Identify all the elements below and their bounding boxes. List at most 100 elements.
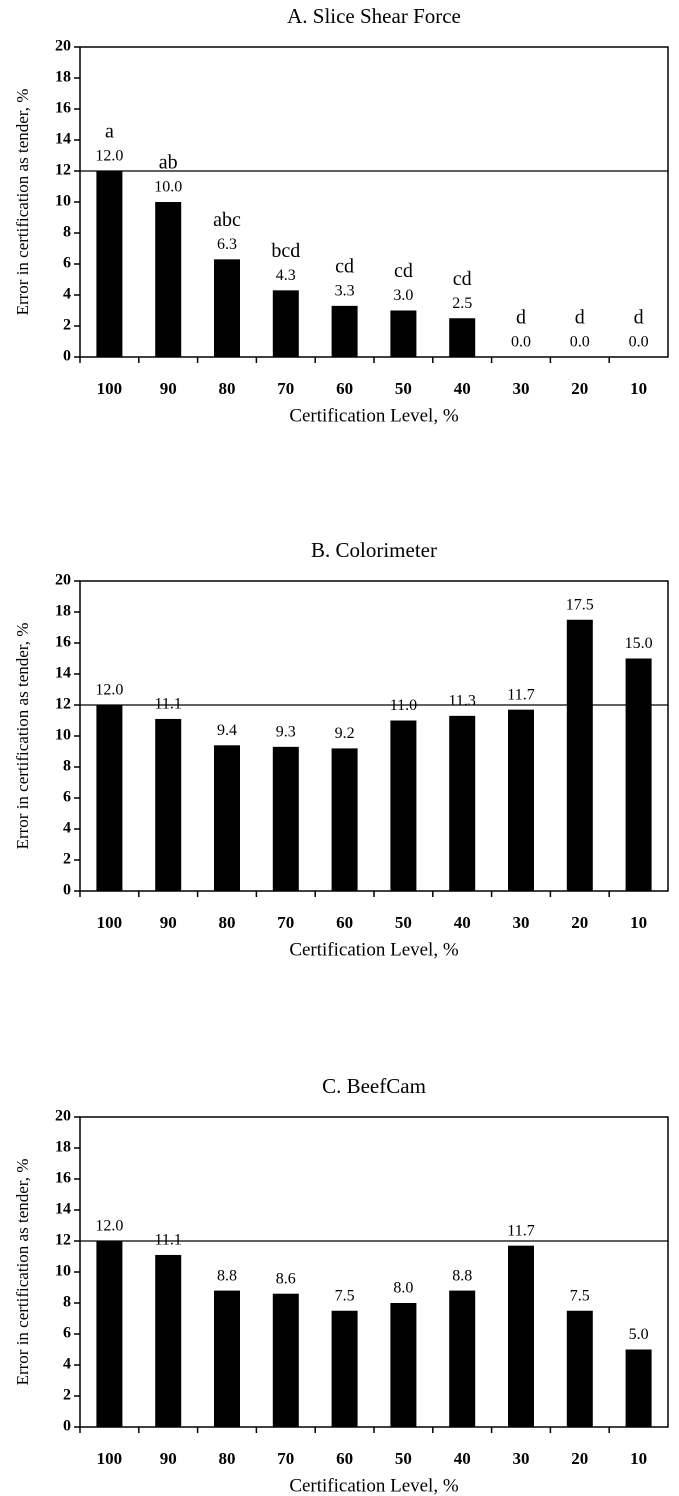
- x-tick-label: 60: [336, 1449, 353, 1468]
- y-tick-label: 12: [55, 696, 71, 713]
- value-label: 2.5: [452, 295, 472, 312]
- bar: [566, 1310, 593, 1427]
- x-tick-label: 30: [513, 379, 530, 398]
- value-label: 0.0: [570, 334, 590, 351]
- y-tick-label: 18: [55, 69, 71, 86]
- significance-letter: bcd: [271, 240, 300, 262]
- x-tick-label: 50: [395, 379, 412, 398]
- bar: [272, 1293, 299, 1427]
- value-label: 11.0: [390, 697, 417, 714]
- y-tick-label: 18: [55, 1139, 71, 1156]
- x-tick-label: 50: [395, 1449, 412, 1468]
- bar: [625, 658, 652, 891]
- bar: [155, 1254, 182, 1427]
- value-label: 4.3: [276, 267, 296, 284]
- y-axis-label: Error in certification as tender, %: [13, 623, 32, 850]
- value-label: 11.3: [448, 693, 475, 710]
- y-tick-label: 4: [63, 820, 71, 837]
- value-label: 8.8: [452, 1267, 472, 1284]
- y-tick-label: 20: [55, 572, 71, 589]
- y-tick-label: 4: [63, 1356, 71, 1373]
- significance-letter: cd: [453, 268, 472, 290]
- significance-letter: d: [634, 307, 644, 329]
- value-label: 9.2: [335, 725, 355, 742]
- y-tick-label: 4: [63, 286, 71, 303]
- value-label: 11.7: [507, 686, 534, 703]
- x-tick-label: 30: [513, 1449, 530, 1468]
- x-tick-label: 80: [219, 1449, 236, 1468]
- value-label: 12.0: [95, 1218, 123, 1235]
- x-tick-label: 10: [630, 913, 647, 932]
- y-tick-label: 2: [63, 851, 71, 868]
- bar: [96, 1241, 123, 1427]
- bar: [625, 1349, 652, 1427]
- bar: [96, 171, 123, 357]
- bar: [155, 202, 182, 357]
- y-tick-label: 12: [55, 162, 71, 179]
- x-tick-label: 40: [454, 913, 471, 932]
- x-tick-label: 40: [454, 1449, 471, 1468]
- bar: [96, 705, 123, 891]
- bar: [390, 1303, 417, 1427]
- chart-title: A. Slice Shear Force: [287, 4, 461, 28]
- y-tick-label: 10: [55, 1263, 71, 1280]
- value-label: 10.0: [154, 179, 182, 196]
- x-tick-label: 10: [630, 1449, 647, 1468]
- bar: [508, 709, 534, 891]
- y-tick-label: 16: [55, 634, 71, 651]
- y-axis-label: Error in certification as tender, %: [13, 89, 32, 316]
- bar: [390, 720, 417, 891]
- x-tick-label: 80: [219, 913, 236, 932]
- bar: [272, 290, 299, 357]
- value-label: 9.3: [276, 724, 296, 741]
- value-label: 0.0: [511, 334, 531, 351]
- x-tick-label: 40: [454, 379, 471, 398]
- y-tick-label: 20: [55, 38, 71, 55]
- value-label: 3.3: [335, 283, 355, 300]
- significance-letter: d: [575, 307, 585, 329]
- y-tick-label: 16: [55, 100, 71, 117]
- value-label: 0.0: [629, 334, 649, 351]
- y-tick-label: 14: [55, 1201, 71, 1218]
- value-label: 8.6: [276, 1270, 296, 1287]
- y-tick-label: 2: [63, 317, 71, 334]
- y-tick-label: 20: [55, 1108, 71, 1125]
- value-label: 6.3: [217, 236, 237, 253]
- value-label: 3.0: [393, 287, 413, 304]
- chart-title: B. Colorimeter: [311, 538, 437, 562]
- significance-letter: ab: [159, 152, 178, 174]
- x-tick-label: 70: [277, 379, 294, 398]
- value-label: 11.7: [507, 1222, 534, 1239]
- bar: [272, 746, 299, 891]
- y-tick-label: 10: [55, 727, 71, 744]
- x-tick-label: 70: [277, 913, 294, 932]
- significance-letter: a: [105, 121, 114, 143]
- value-label: 17.5: [566, 596, 594, 613]
- x-axis-label: Certification Level, %: [289, 405, 459, 426]
- y-tick-label: 14: [55, 131, 71, 148]
- value-label: 7.5: [335, 1287, 355, 1304]
- x-tick-label: 10: [630, 379, 647, 398]
- bar: [449, 715, 476, 891]
- bar: [508, 1245, 534, 1427]
- x-tick-label: 70: [277, 1449, 294, 1468]
- x-tick-label: 20: [571, 1449, 588, 1468]
- bar: [331, 305, 358, 357]
- value-label: 15.0: [625, 635, 653, 652]
- x-tick-label: 100: [97, 913, 123, 932]
- y-tick-label: 12: [55, 1232, 71, 1249]
- significance-letter: abc: [213, 209, 241, 231]
- x-tick-label: 100: [97, 1449, 123, 1468]
- y-tick-label: 8: [63, 758, 71, 775]
- y-tick-label: 6: [63, 1325, 71, 1342]
- value-label: 12.0: [95, 682, 123, 699]
- bar: [449, 1290, 476, 1427]
- value-label: 11.1: [154, 1232, 181, 1249]
- x-tick-label: 60: [336, 913, 353, 932]
- y-tick-label: 18: [55, 603, 71, 620]
- bar: [155, 718, 182, 891]
- value-label: 7.5: [570, 1287, 590, 1304]
- value-label: 8.0: [393, 1280, 413, 1297]
- bar: [214, 745, 240, 891]
